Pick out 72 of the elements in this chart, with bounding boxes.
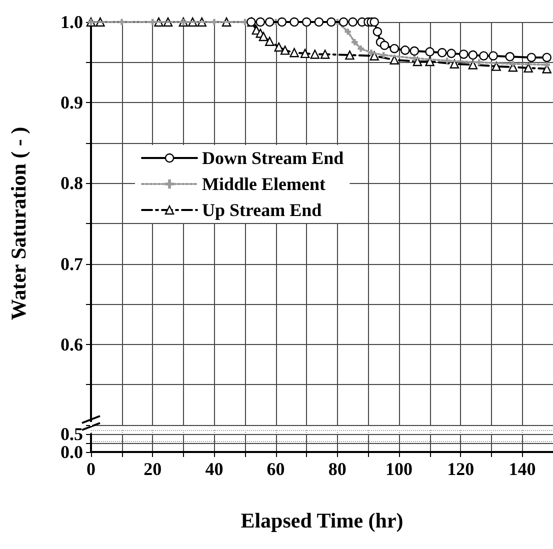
point xyxy=(246,17,256,27)
point xyxy=(476,59,482,66)
point xyxy=(390,44,399,54)
x-tick-label: 140 xyxy=(508,459,536,479)
point xyxy=(290,17,299,27)
x-tick-label: 100 xyxy=(386,459,412,479)
y-tick-label: 0.7 xyxy=(60,254,83,274)
y-tick-label: 0.6 xyxy=(60,334,83,354)
x-tick-label: 20 xyxy=(144,459,162,479)
point xyxy=(370,17,379,27)
point xyxy=(256,17,265,27)
point xyxy=(459,50,468,59)
y-tick-label: 0.9 xyxy=(60,92,83,113)
point xyxy=(372,27,382,36)
point xyxy=(450,59,460,69)
y-tick-label: 1.0 xyxy=(60,12,83,32)
point xyxy=(265,17,274,27)
point xyxy=(488,51,498,60)
point xyxy=(468,60,478,70)
point xyxy=(510,60,516,68)
point xyxy=(274,42,284,52)
legend-label: Down Stream End xyxy=(202,148,344,168)
point xyxy=(479,51,488,60)
point xyxy=(446,48,456,58)
point xyxy=(526,52,536,62)
legend-label: Middle Element xyxy=(202,174,326,194)
point xyxy=(290,48,299,58)
y-axis-title: Water Saturation ( - ) xyxy=(6,126,30,320)
point xyxy=(524,63,533,73)
point xyxy=(468,50,478,60)
x-tick-label: 80 xyxy=(328,459,346,479)
point xyxy=(338,17,348,27)
point xyxy=(280,46,290,55)
point xyxy=(300,48,310,58)
point xyxy=(544,62,550,68)
point xyxy=(320,50,330,59)
x-tick-label: 120 xyxy=(447,459,474,479)
point xyxy=(412,56,422,66)
point xyxy=(358,46,364,52)
point xyxy=(348,17,358,27)
point xyxy=(310,50,320,59)
point xyxy=(380,52,387,58)
point xyxy=(380,40,390,50)
point xyxy=(277,17,287,27)
point xyxy=(425,47,434,56)
point xyxy=(352,39,358,46)
x-tick-label: 0 xyxy=(86,459,96,479)
point xyxy=(211,18,218,26)
point xyxy=(444,58,450,64)
point xyxy=(326,17,336,27)
y-tick-label: 0.8 xyxy=(60,173,83,194)
x-axis-title: Elapsed Time (hr) xyxy=(240,508,404,532)
point xyxy=(492,62,501,71)
point xyxy=(265,36,274,46)
point xyxy=(410,46,419,56)
point xyxy=(400,46,410,55)
point xyxy=(505,52,514,62)
point xyxy=(438,48,447,58)
y-tick-label: 0.5 xyxy=(60,424,83,444)
point xyxy=(370,51,379,60)
point xyxy=(344,28,351,35)
point xyxy=(345,50,354,60)
x-tick-label: 40 xyxy=(205,459,224,479)
y-tick-label: 0.0 xyxy=(60,442,83,462)
point xyxy=(150,18,156,26)
x-tick-label: 60 xyxy=(266,459,285,479)
legend-label: Up Stream End xyxy=(202,200,322,220)
point xyxy=(314,17,324,27)
point xyxy=(390,55,399,64)
point xyxy=(258,32,268,42)
point xyxy=(118,18,125,26)
point xyxy=(542,52,552,62)
